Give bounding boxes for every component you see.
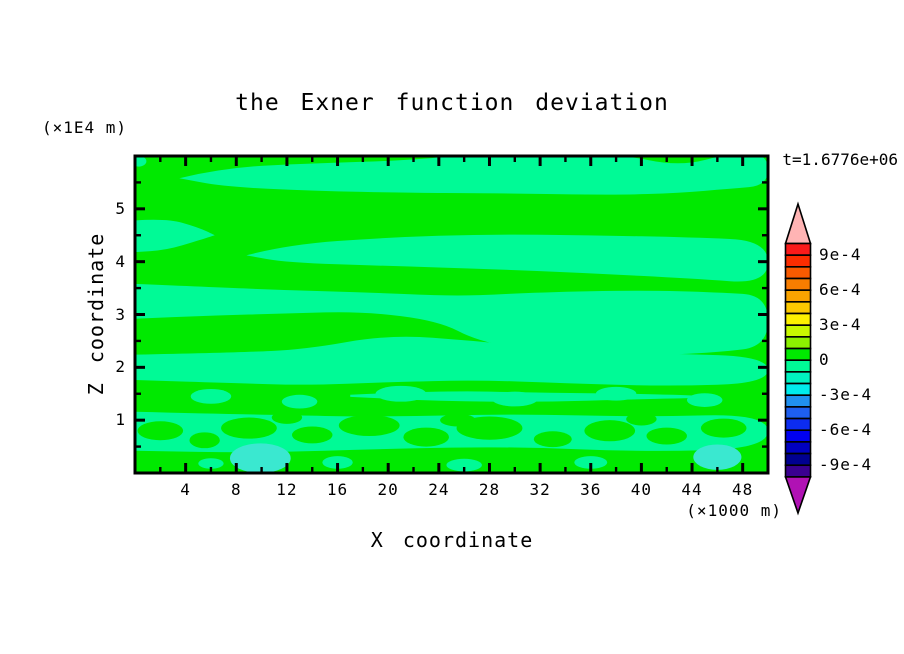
colorbar-segment [784,324,812,338]
colorbar-segment [784,289,812,303]
colorbar-segment [784,242,812,256]
x-tick-label: 40 [630,480,653,499]
x-tick-label: 8 [230,480,242,499]
colorbar [784,201,812,516]
colorbar-under-arrow [784,476,812,516]
colorbar-segment [784,441,812,455]
colorbar-segment [784,417,812,432]
x-axis-title: X coordinate [370,528,534,552]
colorbar-segment [784,336,812,350]
x-tick-label: 36 [580,480,602,499]
colorbar-label: -6e-4 [819,420,873,440]
x-tick-label: 12 [276,480,298,499]
z-tick-label: 2 [115,357,126,377]
colorbar-label: 9e-4 [819,245,862,265]
colorbar-segment [784,406,812,420]
colorbar-label: 3e-4 [819,315,862,335]
colorbar-segment [784,312,812,326]
colorbar-segment [784,277,812,291]
colorbar-segment [784,371,812,385]
colorbar-segment [784,452,812,467]
x-tick-label: 20 [377,480,399,499]
time-annotation: t=1.6776e+06 [782,150,898,169]
colorbar-label: -9e-4 [819,455,873,475]
colorbar-segment [784,301,812,315]
colorbar-segment [784,394,812,408]
x-axis-units-label: (×1000 m) [686,501,782,520]
x-tick-label: 24 [428,480,450,499]
axis-ticks [135,156,768,473]
colorbar-over-arrow [784,201,812,245]
z-tick-label: 5 [115,198,126,218]
colorbar-label: 6e-4 [819,280,862,300]
x-tick-label: 4 [180,480,191,499]
chart-title: the Exner function deviation [235,90,669,116]
colorbar-segment [784,464,812,478]
x-tick-label: 32 [529,480,551,499]
contour-field [135,156,768,473]
z-tick-label: 3 [115,304,126,324]
x-tick-label: 44 [681,480,703,499]
x-tick-label: 48 [732,480,754,499]
colorbar-segment [784,347,812,361]
colorbar-segment [784,254,812,268]
colorbar-segment [784,382,812,397]
colorbar-segment [784,429,812,443]
x-tick-label: 16 [326,480,349,499]
z-axis-units-label: (×1E4 m) [42,118,128,137]
colorbar-segment [784,359,812,373]
colorbar-label: -3e-4 [819,385,873,405]
colorbar-segment [784,266,812,280]
colorbar-label: 0 [819,350,830,370]
x-tick-label: 28 [478,480,501,499]
z-tick-label: 4 [115,251,126,271]
z-tick-label: 1 [115,410,126,430]
